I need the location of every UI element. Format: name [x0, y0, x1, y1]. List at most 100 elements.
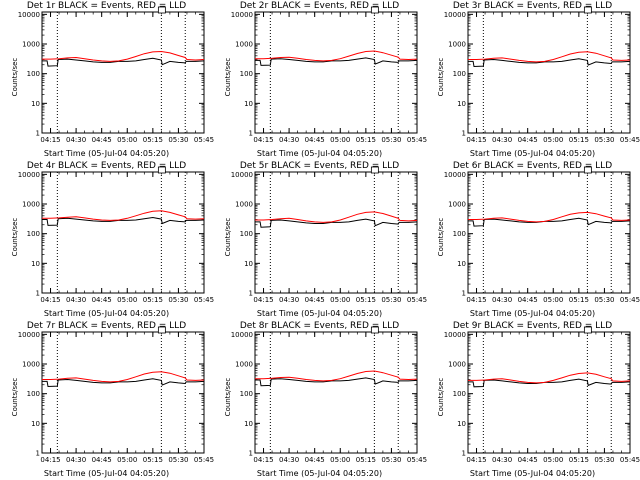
x-tick-label: 04:30	[279, 136, 299, 144]
y-tick-label: 1000	[448, 41, 466, 49]
plot-area: 1 10 100 1000 10000 04:15 04:30 04:45 05:00 05:15…	[18, 6, 214, 144]
x-tick-label: 05:30	[381, 456, 401, 464]
plot-panel: Det 3r BLACK = Events, RED = LLD Counts/s…	[426, 0, 640, 160]
lld-series-line	[42, 50, 205, 62]
x-tick-label: 05:45	[194, 456, 214, 464]
panel-title: Det 9r BLACK = Events, RED = LLD	[452, 321, 613, 331]
plot-panel: Det 8r BLACK = Events, RED = LLD Counts/s…	[213, 320, 427, 480]
x-tick-label: 04:15	[466, 456, 486, 464]
y-tick-label: 10000	[444, 171, 466, 179]
x-tick-label: 05:30	[594, 136, 614, 144]
x-tick-label: 05:00	[543, 456, 563, 464]
panel-title: Det 6r BLACK = Events, RED = LLD	[452, 161, 613, 171]
plot-area: 1 10 100 1000 10000 04:15 04:30 04:45 05:00 05:15…	[231, 326, 427, 464]
x-tick-label: 04:30	[279, 296, 299, 304]
y-tick-label: 1	[462, 130, 466, 138]
y-tick-label: 1	[36, 450, 40, 458]
interval-marker-box	[157, 326, 166, 334]
y-tick-label: 100	[27, 390, 40, 398]
interval-marker-box	[370, 166, 379, 174]
y-tick-label: 10000	[444, 331, 466, 339]
y-tick-label: 1000	[22, 361, 40, 369]
x-tick-label: 05:00	[330, 296, 350, 304]
x-tick-label: 04:45	[92, 456, 112, 464]
x-tick-label: 04:45	[518, 296, 538, 304]
panel-title: Det 5r BLACK = Events, RED = LLD	[239, 161, 400, 171]
plot-panel: Det 2r BLACK = Events, RED = LLD Counts/s…	[213, 0, 427, 160]
plot-frame	[467, 171, 631, 294]
y-tick-label: 100	[453, 70, 466, 78]
x-tick-label: 05:15	[569, 456, 589, 464]
x-axis-label: Start Time (05-Jul-04 04:05:20)	[469, 469, 596, 478]
interval-marker-box	[370, 6, 379, 14]
y-tick-label: 1	[36, 130, 40, 138]
x-tick-label: 04:30	[492, 456, 512, 464]
y-tick-label: 10	[457, 100, 466, 108]
events-series-line	[42, 378, 205, 388]
plot-area: 1 10 100 1000 10000 04:15 04:30 04:45 05:00 05:15…	[18, 166, 214, 304]
x-tick-label: 04:15	[253, 136, 273, 144]
y-tick-label: 10	[31, 420, 40, 428]
y-tick-label: 100	[240, 70, 253, 78]
x-tick-label: 05:45	[620, 456, 640, 464]
panel-title: Det 7r BLACK = Events, RED = LLD	[26, 321, 187, 331]
y-tick-label: 10	[244, 420, 253, 428]
plot-frame	[254, 171, 418, 294]
x-tick-label: 04:15	[253, 456, 273, 464]
x-tick-label: 05:45	[620, 136, 640, 144]
x-tick-label: 05:45	[407, 296, 427, 304]
x-tick-label: 04:30	[492, 296, 512, 304]
x-tick-label: 04:45	[518, 456, 538, 464]
x-tick-label: 05:45	[407, 136, 427, 144]
lld-series-line	[255, 50, 418, 62]
plot-frame	[41, 331, 205, 454]
x-tick-label: 04:15	[466, 136, 486, 144]
y-tick-label: 1000	[22, 41, 40, 49]
x-axis-label: Start Time (05-Jul-04 04:05:20)	[256, 149, 383, 158]
x-tick-label: 05:45	[194, 136, 214, 144]
y-tick-label: 10000	[18, 11, 40, 19]
plot-panel: Det 4r BLACK = Events, RED = LLD Counts/s…	[0, 160, 214, 320]
plot-area: 1 10 100 1000 10000 04:15 04:30 04:45 05:00 05:15…	[444, 326, 640, 464]
y-tick-label: 10000	[18, 331, 40, 339]
lld-series-line	[468, 211, 631, 223]
y-tick-label: 1	[462, 290, 466, 298]
plot-frame	[254, 11, 418, 134]
x-tick-label: 04:15	[40, 136, 60, 144]
x-tick-label: 04:30	[66, 456, 86, 464]
x-tick-label: 04:30	[66, 136, 86, 144]
interval-marker-box	[370, 326, 379, 334]
y-tick-label: 1000	[448, 361, 466, 369]
x-axis-label: Start Time (05-Jul-04 04:05:20)	[43, 309, 170, 318]
x-tick-label: 05:00	[117, 296, 137, 304]
y-tick-label: 10000	[231, 11, 253, 19]
x-tick-label: 04:30	[492, 136, 512, 144]
y-tick-label: 10	[244, 100, 253, 108]
x-tick-label: 05:00	[543, 296, 563, 304]
plot-frame	[467, 331, 631, 454]
x-tick-label: 04:45	[92, 136, 112, 144]
y-tick-label: 10	[457, 420, 466, 428]
y-tick-label: 100	[27, 70, 40, 78]
events-series-line	[468, 58, 631, 68]
x-tick-label: 05:30	[168, 296, 188, 304]
plot-area: 1 10 100 1000 10000 04:15 04:30 04:45 05:00 05:15…	[444, 6, 640, 144]
x-tick-label: 04:15	[40, 456, 60, 464]
events-series-line	[255, 377, 418, 387]
lld-series-line	[42, 371, 205, 383]
x-tick-label: 05:30	[594, 296, 614, 304]
y-tick-label: 1000	[235, 41, 253, 49]
y-tick-label: 1000	[448, 201, 466, 209]
lld-series-line	[468, 372, 631, 384]
y-tick-label: 10000	[231, 171, 253, 179]
x-tick-label: 04:15	[253, 296, 273, 304]
x-tick-label: 05:00	[117, 136, 137, 144]
panel-title: Det 4r BLACK = Events, RED = LLD	[26, 161, 187, 171]
x-axis-label: Start Time (05-Jul-04 04:05:20)	[256, 469, 383, 478]
plot-area: 1 10 100 1000 10000 04:15 04:30 04:45 05:00 05:15…	[231, 6, 427, 144]
x-tick-label: 04:45	[305, 136, 325, 144]
x-tick-label: 05:00	[117, 456, 137, 464]
y-tick-label: 1	[249, 290, 253, 298]
x-axis-label: Start Time (05-Jul-04 04:05:20)	[469, 309, 596, 318]
plot-panel: Det 6r BLACK = Events, RED = LLD Counts/s…	[426, 160, 640, 320]
